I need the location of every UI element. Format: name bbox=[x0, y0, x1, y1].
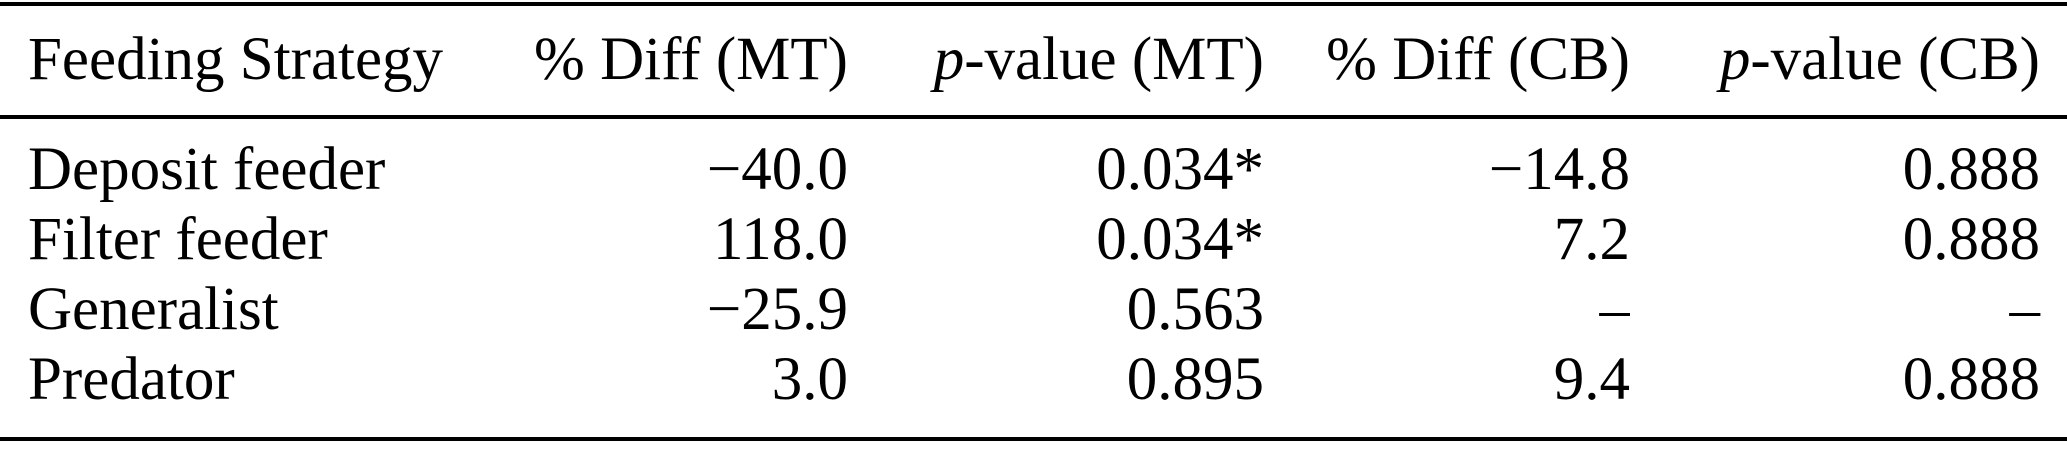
col-header-pct-diff-cb: % Diff (CB) bbox=[1264, 4, 1630, 119]
cell-strategy: Predator bbox=[28, 346, 235, 413]
cell-pct-diff-mt: −40.0 bbox=[706, 136, 848, 203]
cell-pvalue-mt: 0.563 bbox=[1126, 276, 1264, 343]
header-row: Feeding Strategy % Diff (MT) p-value (MT… bbox=[0, 4, 2067, 119]
cell-pct-diff-cb: – bbox=[1599, 276, 1631, 343]
cell-pvalue-cb: 0.888 bbox=[1902, 346, 2040, 413]
table-row-generalist: Generalist −25.9 0.563 – – bbox=[0, 275, 2067, 345]
cell-strategy: Generalist bbox=[28, 276, 279, 343]
header-text-part: % Diff (CB) bbox=[1326, 26, 1630, 93]
cell-pct-diff-cb: −14.8 bbox=[1488, 136, 1630, 203]
cell-pvalue-cb: 0.888 bbox=[1902, 136, 2040, 203]
table-row-filter-feeder: Filter feeder 118.0 0.034* 7.2 0.888 bbox=[0, 205, 2067, 275]
cell-pct-diff-mt: 3.0 bbox=[771, 346, 848, 413]
header-text-part: -value (CB) bbox=[1750, 26, 2040, 93]
header-italic-part: p bbox=[933, 26, 965, 93]
cell-pvalue-cb: 0.888 bbox=[1902, 206, 2040, 273]
col-header-pvalue-cb: p-value (CB) bbox=[1630, 4, 2067, 119]
header-text-part: % Diff (MT) bbox=[534, 26, 848, 93]
table-row-predator: Predator 3.0 0.895 9.4 0.888 bbox=[0, 345, 2067, 439]
col-header-pvalue-mt: p-value (MT) bbox=[848, 4, 1264, 119]
feeding-strategy-results-table: Feeding Strategy % Diff (MT) p-value (MT… bbox=[0, 2, 2067, 441]
header-text-part: -value (MT) bbox=[964, 26, 1264, 93]
col-header-feeding-strategy: Feeding Strategy bbox=[0, 4, 460, 119]
cell-pvalue-mt: 0.034* bbox=[1096, 206, 1264, 273]
header-text-part: Feeding Strategy bbox=[28, 26, 444, 93]
cell-pct-diff-cb: 7.2 bbox=[1553, 206, 1630, 273]
cell-pct-diff-mt: −25.9 bbox=[706, 276, 848, 343]
cell-strategy: Deposit feeder bbox=[28, 136, 386, 203]
cell-pvalue-mt: 0.034* bbox=[1096, 136, 1264, 203]
cell-pvalue-cb: – bbox=[2009, 276, 2041, 343]
table-row-deposit-feeder: Deposit feeder −40.0 0.034* −14.8 0.888 bbox=[0, 117, 2067, 205]
cell-pct-diff-mt: 118.0 bbox=[713, 206, 848, 273]
cell-strategy: Filter feeder bbox=[28, 206, 328, 273]
header-italic-part: p bbox=[1719, 26, 1751, 93]
cell-pct-diff-cb: 9.4 bbox=[1553, 346, 1630, 413]
col-header-pct-diff-mt: % Diff (MT) bbox=[460, 4, 848, 119]
cell-pvalue-mt: 0.895 bbox=[1126, 346, 1264, 413]
